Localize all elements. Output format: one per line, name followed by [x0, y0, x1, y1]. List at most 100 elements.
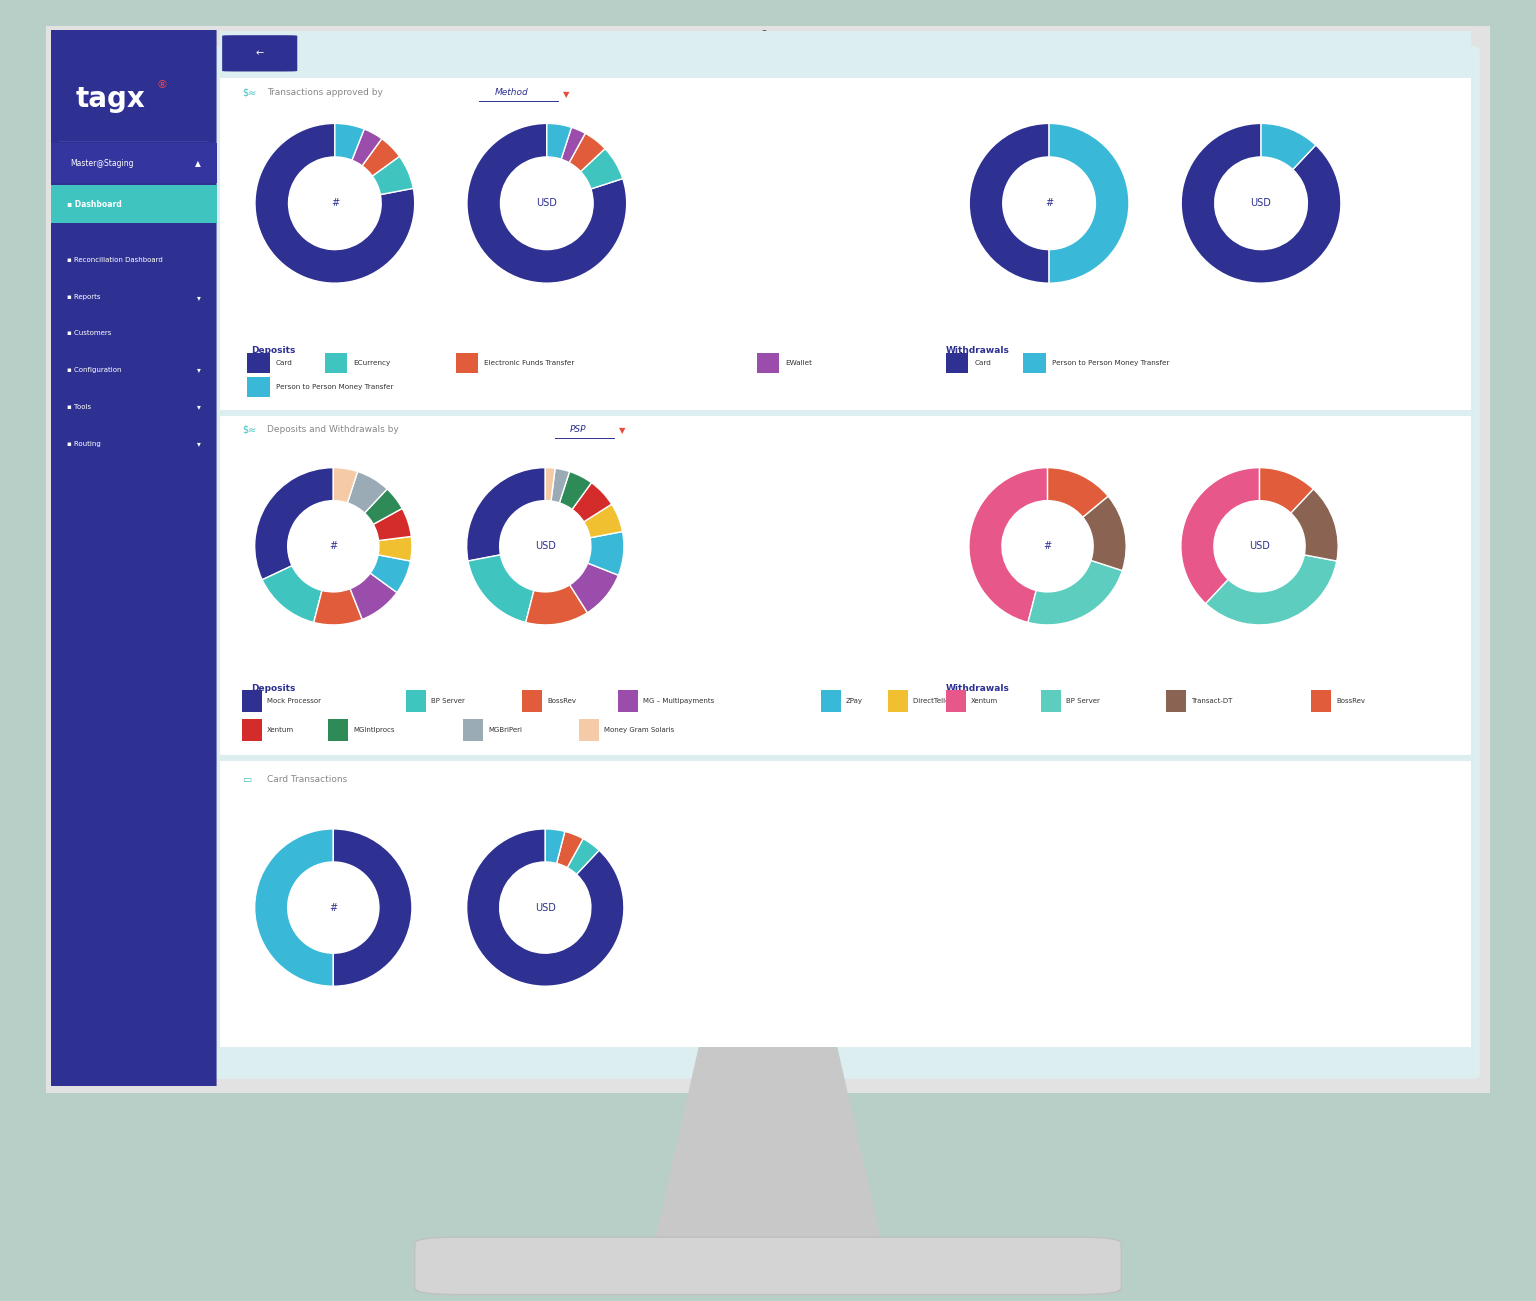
Wedge shape: [364, 489, 402, 524]
Wedge shape: [467, 467, 545, 561]
Wedge shape: [263, 566, 323, 622]
FancyBboxPatch shape: [25, 10, 1511, 1108]
Bar: [946, 354, 968, 373]
Text: DirectTeller MG: DirectTeller MG: [912, 699, 966, 704]
Wedge shape: [571, 483, 611, 522]
Wedge shape: [551, 468, 570, 503]
Text: ▪ Reconciliation Dashboard: ▪ Reconciliation Dashboard: [68, 258, 163, 263]
Bar: [247, 354, 270, 373]
Wedge shape: [1261, 124, 1316, 169]
Text: USD: USD: [1250, 198, 1272, 208]
FancyBboxPatch shape: [51, 143, 217, 183]
Text: ←: ←: [255, 48, 264, 59]
Circle shape: [1217, 159, 1306, 248]
Text: ▭: ▭: [243, 774, 252, 785]
Text: #: #: [329, 903, 338, 912]
Wedge shape: [570, 563, 619, 613]
Text: $≈: $≈: [243, 88, 257, 98]
Text: MGBriPeri: MGBriPeri: [488, 727, 522, 732]
FancyBboxPatch shape: [217, 415, 1475, 756]
FancyBboxPatch shape: [217, 77, 1475, 411]
Wedge shape: [467, 124, 627, 284]
Bar: [324, 354, 347, 373]
Text: ▪ Customers: ▪ Customers: [68, 330, 112, 336]
Wedge shape: [969, 467, 1048, 622]
Text: Xentum: Xentum: [971, 699, 998, 704]
Wedge shape: [545, 467, 554, 501]
Bar: [1041, 691, 1061, 713]
Wedge shape: [373, 509, 412, 541]
Wedge shape: [468, 554, 535, 622]
Text: Method: Method: [495, 88, 528, 98]
Wedge shape: [1181, 124, 1341, 284]
Circle shape: [289, 864, 378, 951]
Wedge shape: [255, 829, 333, 986]
Text: Electronic Funds Transfer: Electronic Funds Transfer: [484, 360, 574, 367]
Circle shape: [1005, 159, 1094, 248]
Bar: [757, 354, 779, 373]
Text: ▪ Reports: ▪ Reports: [68, 294, 101, 301]
Text: Xentum: Xentum: [267, 727, 295, 732]
Text: EWallet: EWallet: [785, 360, 813, 367]
FancyBboxPatch shape: [51, 30, 217, 1086]
Bar: [464, 719, 484, 742]
Text: MG – Multipayments: MG – Multipayments: [642, 699, 714, 704]
Circle shape: [502, 159, 591, 248]
Wedge shape: [1048, 467, 1107, 518]
Wedge shape: [567, 839, 599, 874]
Wedge shape: [570, 133, 605, 172]
Bar: [247, 376, 270, 397]
Wedge shape: [1028, 561, 1123, 624]
Text: USD: USD: [535, 903, 556, 912]
FancyBboxPatch shape: [415, 1237, 1121, 1294]
Bar: [617, 691, 637, 713]
Wedge shape: [350, 574, 396, 619]
Circle shape: [501, 864, 590, 951]
Text: ▲: ▲: [195, 159, 201, 168]
Text: Card: Card: [276, 360, 293, 367]
Text: Deposits: Deposits: [250, 684, 295, 693]
Text: Transact-DT: Transact-DT: [1190, 699, 1232, 704]
Text: ECurrency: ECurrency: [353, 360, 390, 367]
Wedge shape: [1049, 124, 1129, 284]
FancyBboxPatch shape: [57, 47, 1479, 1079]
Text: BP Server: BP Server: [1066, 699, 1100, 704]
FancyBboxPatch shape: [217, 760, 1475, 1049]
Bar: [407, 691, 427, 713]
Text: ▼: ▼: [619, 425, 625, 435]
Wedge shape: [1290, 489, 1338, 561]
Bar: [522, 691, 542, 713]
FancyBboxPatch shape: [51, 185, 217, 224]
Wedge shape: [378, 536, 412, 561]
Bar: [1023, 354, 1046, 373]
Wedge shape: [1181, 467, 1260, 604]
Wedge shape: [581, 148, 622, 189]
Wedge shape: [525, 585, 587, 624]
Wedge shape: [547, 124, 571, 159]
Text: USD: USD: [536, 198, 558, 208]
Wedge shape: [352, 129, 382, 165]
Text: ▪ Tools: ▪ Tools: [68, 405, 92, 410]
Text: ZPay: ZPay: [846, 699, 863, 704]
Text: ▪ Dashboard: ▪ Dashboard: [68, 200, 121, 208]
Wedge shape: [1260, 467, 1313, 513]
Text: Money Gram Solaris: Money Gram Solaris: [604, 727, 674, 732]
Text: ▾: ▾: [197, 293, 201, 302]
Wedge shape: [1206, 554, 1336, 624]
Text: Person to Person Money Transfer: Person to Person Money Transfer: [1052, 360, 1169, 367]
Text: ▼: ▼: [562, 90, 570, 99]
Bar: [243, 719, 263, 742]
Wedge shape: [969, 124, 1049, 284]
Text: ▾: ▾: [197, 402, 201, 411]
Polygon shape: [653, 1046, 883, 1249]
Wedge shape: [556, 831, 584, 868]
Wedge shape: [1083, 496, 1126, 571]
Text: #: #: [330, 198, 339, 208]
Text: Card Transactions: Card Transactions: [267, 775, 347, 785]
Bar: [456, 354, 478, 373]
Text: $≈: $≈: [243, 424, 257, 435]
Wedge shape: [584, 505, 622, 537]
Wedge shape: [588, 532, 624, 575]
Bar: [946, 691, 966, 713]
Text: ®: ®: [157, 79, 167, 90]
